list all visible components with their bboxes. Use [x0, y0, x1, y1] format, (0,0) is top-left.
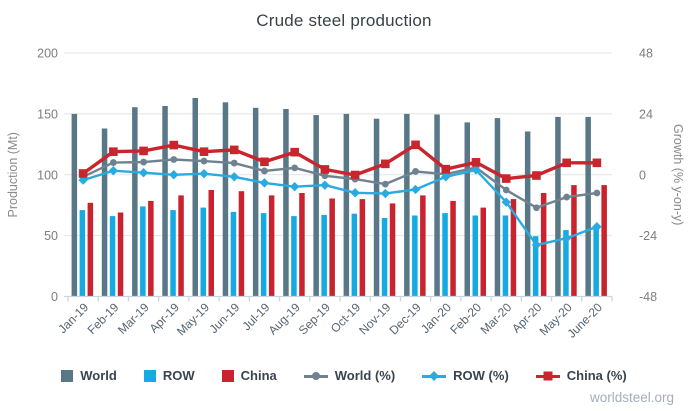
legend-label-row-pct: ROW (%): [453, 368, 509, 383]
diamond-marker-icon: [429, 370, 440, 381]
legend-item-row-pct[interactable]: ROW (%): [422, 368, 509, 383]
china-bar-swatch: [221, 369, 234, 382]
legend-item-china-pct[interactable]: China (%): [535, 368, 627, 383]
svg-text:Mar-19: Mar-19: [115, 300, 152, 337]
svg-text:Sep-19: Sep-19: [296, 300, 333, 337]
chart-title: Crude steel production: [256, 11, 432, 30]
chart-legend: World ROW China World (%) ROW (%): [0, 368, 688, 383]
svg-text:Jan-19: Jan-19: [55, 300, 91, 336]
axis-titles: Production (Mt) Growth (% y-on-y): [6, 124, 685, 225]
legend-item-china[interactable]: China: [221, 368, 277, 383]
svg-text:200: 200: [37, 47, 58, 61]
bars-world: [71, 98, 591, 297]
svg-text:100: 100: [37, 168, 58, 182]
svg-text:24: 24: [639, 107, 653, 121]
line-world-: [79, 156, 601, 212]
china-pct-line-swatch: [535, 370, 560, 382]
legend-item-row[interactable]: ROW: [143, 368, 195, 383]
left-axis-ticks: 0 50 100 150 200: [37, 47, 58, 305]
world-pct-line-swatch: [303, 370, 328, 382]
bars-row: [79, 206, 599, 297]
legend-label-row: ROW: [162, 368, 195, 383]
legend-item-world-pct[interactable]: World (%): [303, 368, 396, 383]
legend-label-world: World: [80, 368, 117, 383]
svg-text:Feb-19: Feb-19: [85, 300, 122, 337]
svg-text:150: 150: [37, 107, 58, 121]
svg-text:0: 0: [51, 290, 58, 304]
svg-text:48: 48: [639, 47, 653, 61]
svg-text:May-19: May-19: [174, 300, 212, 338]
line-row-: [78, 165, 602, 250]
row-bar-swatch: [143, 369, 156, 382]
circle-marker-icon: [311, 371, 320, 380]
svg-text:-48: -48: [639, 290, 657, 304]
production-chart: 0 50 100 150 200 -48 -24 0 24 48 Production (Mt) Gr…: [6, 47, 685, 341]
svg-text:Mar-20: Mar-20: [478, 300, 515, 337]
legend-label-china-pct: China (%): [566, 368, 627, 383]
svg-text:Aug-19: Aug-19: [266, 300, 303, 337]
svg-text:0: 0: [639, 168, 646, 182]
gridlines: [64, 52, 612, 237]
bars-china: [87, 185, 607, 297]
svg-text:Feb-20: Feb-20: [447, 300, 484, 337]
row-pct-line-swatch: [422, 370, 447, 382]
category-labels: Jan-19Feb-19Mar-19Apr-19May-19Jun-19Jul-…: [55, 300, 605, 341]
svg-text:-24: -24: [639, 229, 657, 243]
right-axis-ticks: -48 -24 0 24 48: [639, 47, 657, 305]
svg-text:Jun-19: Jun-19: [206, 300, 242, 336]
svg-text:Jan-20: Jan-20: [418, 300, 454, 336]
right-axis-title: Growth (% y-on-y): [671, 124, 685, 225]
square-marker-icon: [543, 371, 553, 380]
line-china-: [78, 140, 602, 183]
left-axis-title: Production (Mt): [6, 132, 20, 217]
svg-text:Nov-19: Nov-19: [356, 300, 393, 337]
legend-item-world[interactable]: World: [61, 368, 117, 383]
legend-label-china: China: [240, 368, 277, 383]
worldsteel-watermark: worldsteel.org: [589, 390, 674, 405]
svg-text:Dec-19: Dec-19: [386, 300, 423, 337]
svg-text:50: 50: [44, 229, 58, 243]
legend-label-world-pct: World (%): [334, 368, 396, 383]
x-axis: [64, 295, 613, 302]
world-bar-swatch: [61, 369, 74, 382]
